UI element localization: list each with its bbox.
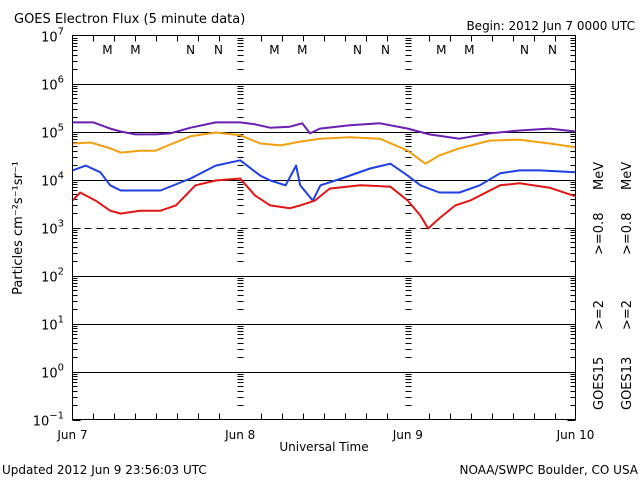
marker-m: M [464, 43, 474, 57]
y-tick-base: 10 [33, 415, 50, 430]
y-tick-exponent: 5 [58, 123, 64, 134]
marker-n: N [381, 43, 390, 57]
y-tick-exponent: 3 [58, 219, 64, 230]
chart-subtitle: Begin: 2012 Jun 7 0000 UTC [466, 19, 635, 33]
marker-n: N [353, 43, 362, 57]
footer-credit: NOAA/SWPC Boulder, CO USA [460, 463, 639, 477]
y-tick-exponent: 0 [58, 363, 64, 374]
y-tick-exponent: 1 [58, 315, 64, 326]
marker-m: M [130, 43, 140, 57]
y-tick-label: 10−1 [33, 411, 64, 430]
legend-entry: >=2 [620, 300, 635, 330]
series-lines [71, 121, 576, 230]
y-tick-label: 106 [41, 75, 64, 94]
legend-entry: MeV [592, 162, 607, 190]
gridlines [72, 84, 576, 373]
y-tick-base: 10 [41, 31, 58, 46]
legend-entry: GOES15 [592, 357, 607, 410]
legend-entry: GOES13 [620, 357, 635, 410]
series-line-3 [71, 177, 576, 230]
y-tick-base: 10 [41, 319, 58, 334]
marker-n: N [186, 43, 195, 57]
x-tick-label: Jun 10 [556, 428, 595, 442]
footer-updated: Updated 2012 Jun 9 23:56:03 UTC [2, 463, 207, 477]
y-tick-base: 10 [41, 271, 58, 286]
y-tick-label: 105 [41, 123, 64, 142]
y-tick-label: 103 [41, 219, 64, 238]
marker-m: M [269, 43, 279, 57]
y-tick-base: 10 [41, 367, 58, 382]
x-tick-label: Jun 9 [392, 428, 423, 442]
y-axis-label: Particles cm⁻²s⁻¹sr⁻¹ [11, 161, 26, 295]
chart-title: GOES Electron Flux (5 minute data) [14, 12, 245, 27]
marker-m: M [297, 43, 307, 57]
y-tick-label: 102 [41, 267, 64, 286]
y-tick-exponent: 2 [58, 267, 64, 278]
legend-entry: >=2 [592, 300, 607, 330]
legend-entry: >=0.8 [592, 213, 607, 255]
y-tick-exponent: 4 [58, 171, 64, 182]
x-tick-label: Jun 8 [224, 428, 255, 442]
legend: GOES15 >=2 >=0.8 MeV GOES13 >=2 >=0.8 MeV [592, 162, 635, 410]
marker-n: N [548, 43, 557, 57]
marker-n: N [214, 43, 223, 57]
y-tick-exponent: 6 [58, 75, 64, 86]
y-tick-label: 100 [41, 363, 64, 382]
x-axis-label: Universal Time [279, 440, 368, 454]
series-line-1 [72, 131, 576, 165]
y-tick-base: 10 [41, 127, 58, 142]
marker-m: M [102, 43, 112, 57]
series-line-0 [72, 121, 576, 140]
y-tick-label: 107 [41, 27, 64, 46]
y-tick-label: 104 [41, 171, 64, 190]
y-tick-exponent: 7 [58, 27, 64, 38]
y-tick-base: 10 [41, 223, 58, 238]
x-tick-labels: Jun 7 Jun 8 Jun 9 Jun 10 [56, 428, 594, 442]
marker-m: M [436, 43, 446, 57]
x-tick-label: Jun 7 [56, 428, 87, 442]
marker-n: N [520, 43, 529, 57]
series-line-2 [72, 159, 576, 202]
plot-frame [72, 35, 576, 420]
y-tick-exponent: −1 [49, 411, 64, 422]
minor-ticks [72, 35, 576, 421]
y-tick-label: 101 [41, 315, 64, 334]
legend-entry: MeV [620, 162, 635, 190]
legend-entry: >=0.8 [620, 213, 635, 255]
y-tick-base: 10 [41, 79, 58, 94]
y-tick-base: 10 [41, 175, 58, 190]
